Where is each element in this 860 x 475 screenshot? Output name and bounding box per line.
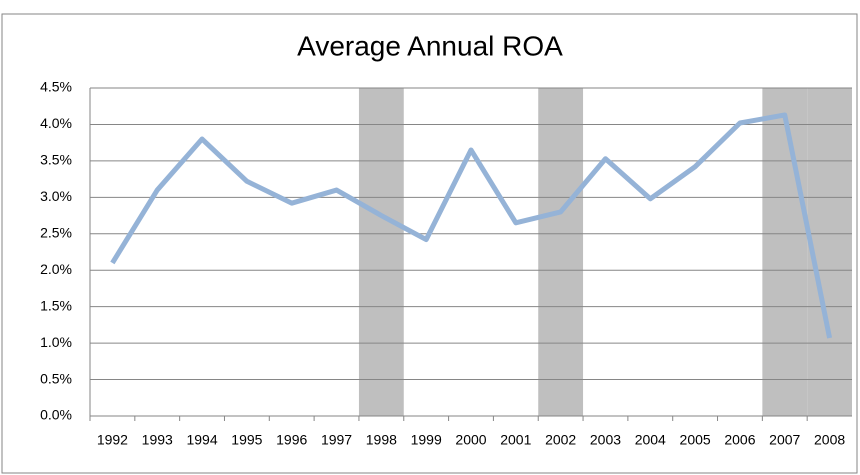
x-tick-label: 2000 — [455, 432, 486, 448]
y-tick-label: 1.5% — [40, 297, 72, 313]
y-tick-label: 1.0% — [40, 334, 72, 350]
shaded-band — [538, 88, 584, 416]
shaded-band — [762, 88, 808, 416]
x-tick-label: 1997 — [321, 432, 352, 448]
chart-title: Average Annual ROA — [297, 30, 563, 61]
y-tick-label: 4.0% — [40, 115, 72, 131]
x-tick-label: 2004 — [635, 432, 666, 448]
x-tick-label: 1995 — [231, 432, 262, 448]
y-tick-label: 4.5% — [40, 79, 72, 95]
x-tick-label: 1999 — [411, 432, 442, 448]
x-tick-label: 1993 — [142, 432, 173, 448]
x-tick-label: 2008 — [814, 432, 845, 448]
y-tick-label: 0.5% — [40, 370, 72, 386]
y-tick-label: 2.0% — [40, 261, 72, 277]
x-tick-label: 2006 — [724, 432, 755, 448]
line-series — [110, 112, 833, 339]
x-tick-label: 2003 — [590, 432, 621, 448]
x-tick-label: 2002 — [545, 432, 576, 448]
x-tick-label: 1992 — [97, 432, 128, 448]
chart-frame — [1, 13, 858, 474]
y-tick-label: 3.0% — [40, 188, 72, 204]
x-tick-label: 2007 — [769, 432, 800, 448]
y-tick-label: 3.5% — [40, 152, 72, 168]
x-tick-label: 1998 — [366, 432, 397, 448]
x-tick-label: 1994 — [186, 432, 217, 448]
x-tick-label: 2001 — [500, 432, 531, 448]
y-tick-label: 2.5% — [40, 224, 72, 240]
x-tick-label: 1996 — [276, 432, 307, 448]
shaded-band — [358, 88, 404, 416]
x-tick-label: 2005 — [680, 432, 711, 448]
y-tick-label: 0.0% — [40, 407, 72, 423]
